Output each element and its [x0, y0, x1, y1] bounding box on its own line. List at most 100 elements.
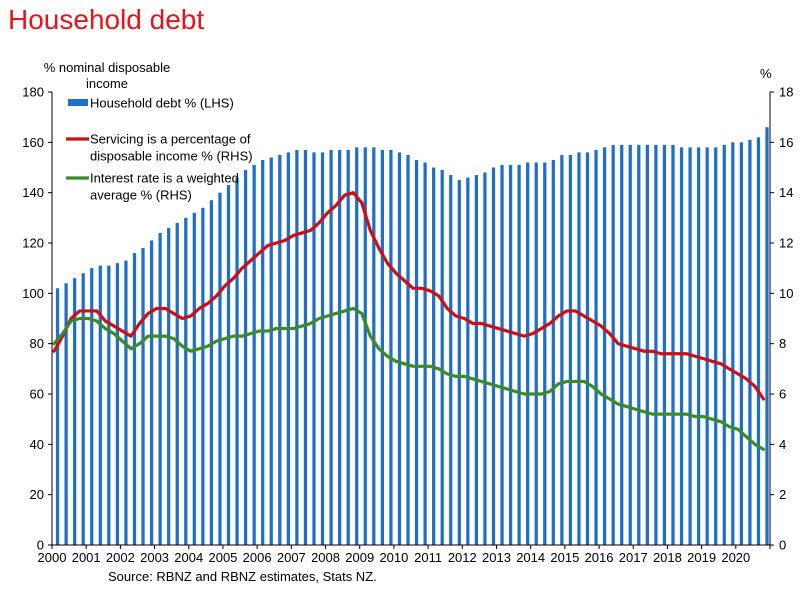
x-tick-label: 2016	[585, 550, 614, 565]
bar	[380, 149, 384, 545]
bar	[517, 164, 521, 546]
bar	[115, 263, 120, 545]
bar	[748, 139, 752, 545]
left-tick-label: 0	[37, 538, 44, 553]
bar	[372, 147, 376, 545]
left-tick-label: 120	[22, 236, 44, 251]
bar	[149, 240, 154, 546]
x-tick-label: 2005	[208, 550, 237, 565]
bar	[346, 149, 350, 545]
bar	[389, 149, 393, 545]
left-tick-label: 180	[22, 85, 44, 100]
bar	[697, 147, 701, 545]
bar	[192, 212, 196, 546]
bar	[175, 222, 179, 545]
x-tick-label: 2002	[106, 550, 135, 565]
legend-label: Household debt % (LHS)	[90, 96, 234, 111]
bar	[209, 200, 214, 545]
bar	[568, 154, 573, 546]
bar	[55, 288, 60, 545]
bar	[611, 144, 615, 545]
bar	[551, 159, 555, 545]
bar	[705, 147, 709, 545]
right-tick-label: 18	[779, 85, 793, 100]
bar	[543, 162, 547, 545]
bar	[81, 273, 85, 545]
line-interest-rate	[52, 306, 766, 451]
bar	[491, 167, 496, 545]
x-tick-label: 2015	[550, 550, 579, 565]
right-tick-label: 8	[779, 336, 786, 351]
right-tick-label: 4	[779, 437, 786, 452]
legend: Household debt % (LHS) Servicing is a per…	[66, 96, 253, 203]
bar	[440, 170, 444, 545]
right-tick-label: 14	[779, 185, 793, 200]
bar	[278, 154, 282, 546]
bar	[107, 265, 111, 545]
bar	[423, 162, 427, 545]
bar	[338, 149, 342, 545]
bar	[577, 152, 581, 545]
right-tick-label: 16	[779, 135, 793, 150]
bar	[731, 142, 735, 545]
bar	[688, 147, 692, 545]
bar	[252, 164, 256, 546]
bar	[141, 248, 145, 545]
bar	[90, 268, 94, 545]
bar	[585, 152, 590, 545]
source-note: Source: RBNZ and RBNZ estimates, Stats N…	[108, 569, 377, 584]
bar	[457, 180, 461, 545]
legend-label: disposable income % (RHS)	[90, 149, 253, 164]
x-tick-label: 2007	[277, 550, 306, 565]
bar	[722, 144, 726, 545]
left-tick-label: 80	[30, 336, 44, 351]
bar	[560, 154, 564, 546]
x-tick-label: 2020	[721, 550, 750, 565]
left-tick-label: 60	[30, 387, 44, 402]
legend-label: Interest rate is a weighted	[90, 171, 239, 186]
bar	[64, 283, 68, 545]
bar	[483, 172, 487, 545]
bar	[132, 253, 137, 545]
bar	[671, 144, 675, 545]
bar	[320, 152, 325, 545]
bar	[226, 185, 231, 545]
bar	[158, 232, 162, 545]
bar	[739, 142, 743, 545]
left-tick-label: 100	[22, 286, 44, 301]
bar	[261, 159, 265, 545]
right-tick-label: 0	[779, 538, 786, 553]
bar	[303, 149, 308, 545]
bar	[73, 278, 77, 545]
left-tick-label: 20	[30, 487, 44, 502]
x-tick-label: 2018	[653, 550, 682, 565]
legend-swatch-bar	[68, 99, 88, 106]
bar	[637, 144, 641, 545]
bar	[449, 175, 453, 546]
x-tick-label: 2017	[619, 550, 648, 565]
bar	[269, 157, 273, 545]
bar	[654, 144, 658, 545]
x-tick-label: 2012	[448, 550, 477, 565]
bar	[98, 265, 102, 545]
bar	[286, 152, 290, 545]
x-tick-label: 2003	[140, 550, 169, 565]
bar	[765, 127, 769, 545]
bar	[355, 147, 359, 545]
bar	[500, 164, 504, 546]
bar	[218, 192, 222, 546]
x-tick-label: 2008	[311, 550, 340, 565]
bar	[432, 167, 436, 545]
right-tick-label: 10	[779, 286, 793, 301]
bar	[594, 149, 598, 545]
bar	[295, 149, 299, 545]
right-tick-label: 12	[779, 236, 793, 251]
bar	[662, 144, 667, 545]
x-tick-label: 2004	[174, 550, 203, 565]
legend-label: average % (RHS)	[90, 188, 192, 203]
line-series	[52, 191, 766, 451]
line-servicing	[52, 191, 766, 401]
bar	[714, 147, 718, 545]
bar	[329, 149, 333, 545]
